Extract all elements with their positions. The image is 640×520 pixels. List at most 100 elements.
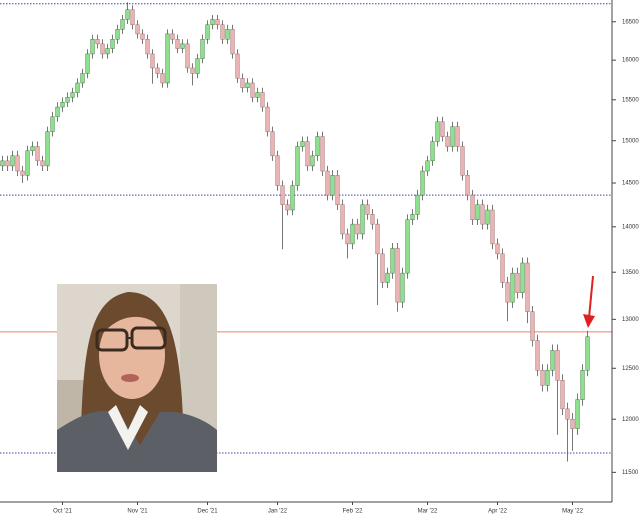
- y-tick-label: 16500: [622, 19, 639, 25]
- candle-body: [220, 24, 225, 40]
- candle-body: [15, 155, 20, 172]
- candle-body: [290, 185, 295, 211]
- candle-body: [140, 33, 145, 40]
- candle-body: [380, 253, 385, 283]
- candle-body: [190, 67, 195, 74]
- candle-body: [410, 214, 415, 220]
- candle-body: [580, 370, 585, 400]
- x-tick-label: Dec '21: [197, 509, 218, 515]
- candle-body: [420, 170, 425, 196]
- candle-body: [375, 223, 380, 255]
- candle-body: [470, 194, 475, 220]
- y-tick-label: 15500: [622, 97, 639, 103]
- candle-body: [90, 39, 95, 55]
- candle-body: [520, 262, 525, 293]
- candle-body: [280, 185, 285, 205]
- candle-body: [55, 106, 60, 118]
- candle-body: [440, 121, 445, 137]
- candle-body: [340, 204, 345, 235]
- plot-area: [0, 2, 616, 473]
- candle-body: [480, 204, 485, 225]
- candle-body: [465, 175, 470, 196]
- candle-body: [270, 131, 275, 157]
- x-tick-label: May '22: [562, 509, 583, 515]
- candle-body: [550, 350, 555, 371]
- candle-body: [295, 146, 300, 186]
- candle-body: [135, 24, 140, 35]
- x-tick-label: Feb '22: [343, 509, 363, 515]
- y-tick-label: 12000: [622, 417, 639, 423]
- candle-body: [170, 33, 175, 40]
- candle-body: [460, 146, 465, 176]
- y-tick-label: 14000: [622, 224, 639, 230]
- candle-body: [150, 53, 155, 69]
- y-tick-label: 13500: [622, 270, 639, 276]
- candle-body: [285, 204, 290, 211]
- candle-body: [250, 82, 255, 98]
- candle-body: [495, 243, 500, 255]
- candle-body: [490, 209, 495, 245]
- candle-body: [535, 340, 540, 371]
- candle-body: [125, 9, 130, 20]
- candle-body: [425, 160, 430, 172]
- candle-body: [355, 223, 360, 235]
- y-tick-label: 11500: [622, 470, 639, 476]
- candle-body: [235, 53, 240, 79]
- candle-body: [365, 204, 370, 215]
- candle-body: [95, 39, 100, 45]
- candle-body: [230, 29, 235, 55]
- inset-photo: [57, 284, 217, 472]
- candle-body: [215, 19, 220, 26]
- candle-body: [335, 175, 340, 205]
- candle-body: [360, 204, 365, 235]
- arrow: [583, 275, 595, 328]
- candle-body: [35, 146, 40, 162]
- candle-body: [390, 248, 395, 274]
- candle-body: [510, 272, 515, 303]
- y-tick-label: 14500: [622, 181, 639, 187]
- candle-body: [300, 141, 305, 147]
- candle-body: [210, 19, 215, 26]
- candle-body: [315, 136, 320, 157]
- candle-body: [415, 194, 420, 215]
- candle-body: [385, 272, 390, 283]
- candle-body: [545, 370, 550, 386]
- candle-body: [60, 101, 65, 108]
- candle-body: [530, 311, 535, 341]
- candle-body: [585, 336, 590, 371]
- candle-body: [130, 9, 135, 26]
- candle-body: [345, 233, 350, 245]
- candle-body: [555, 350, 560, 381]
- candle-body: [200, 39, 205, 59]
- candle-body: [75, 82, 80, 93]
- candle-body: [370, 214, 375, 225]
- candle-body: [195, 58, 200, 74]
- x-tick-label: Mar '22: [418, 509, 438, 515]
- candle-body: [165, 33, 170, 84]
- candle-body: [275, 155, 280, 186]
- candle-body: [25, 150, 30, 176]
- candle-body: [430, 141, 435, 162]
- x-tick-label: Nov '21: [127, 509, 148, 515]
- candle-body: [5, 160, 10, 167]
- candle-body: [145, 39, 150, 55]
- candle-body: [100, 43, 105, 55]
- y-tick-label: 13000: [622, 317, 639, 323]
- candle-body: [245, 82, 250, 89]
- candle-body: [325, 170, 330, 196]
- candle-body: [45, 131, 50, 167]
- candle-body: [265, 106, 270, 132]
- candle-body: [240, 77, 245, 89]
- candle-body: [40, 160, 45, 167]
- candle-body: [515, 272, 520, 293]
- y-tick-label: 16000: [622, 58, 639, 64]
- candle-body: [400, 272, 405, 303]
- candle-body: [80, 73, 85, 84]
- candle-body: [540, 370, 545, 386]
- candle-body: [105, 48, 110, 55]
- candle-body: [565, 408, 570, 420]
- candle-body: [155, 67, 160, 74]
- candle-body: [505, 282, 510, 303]
- y-tick-label: 15000: [622, 138, 639, 144]
- candle-body: [330, 175, 335, 196]
